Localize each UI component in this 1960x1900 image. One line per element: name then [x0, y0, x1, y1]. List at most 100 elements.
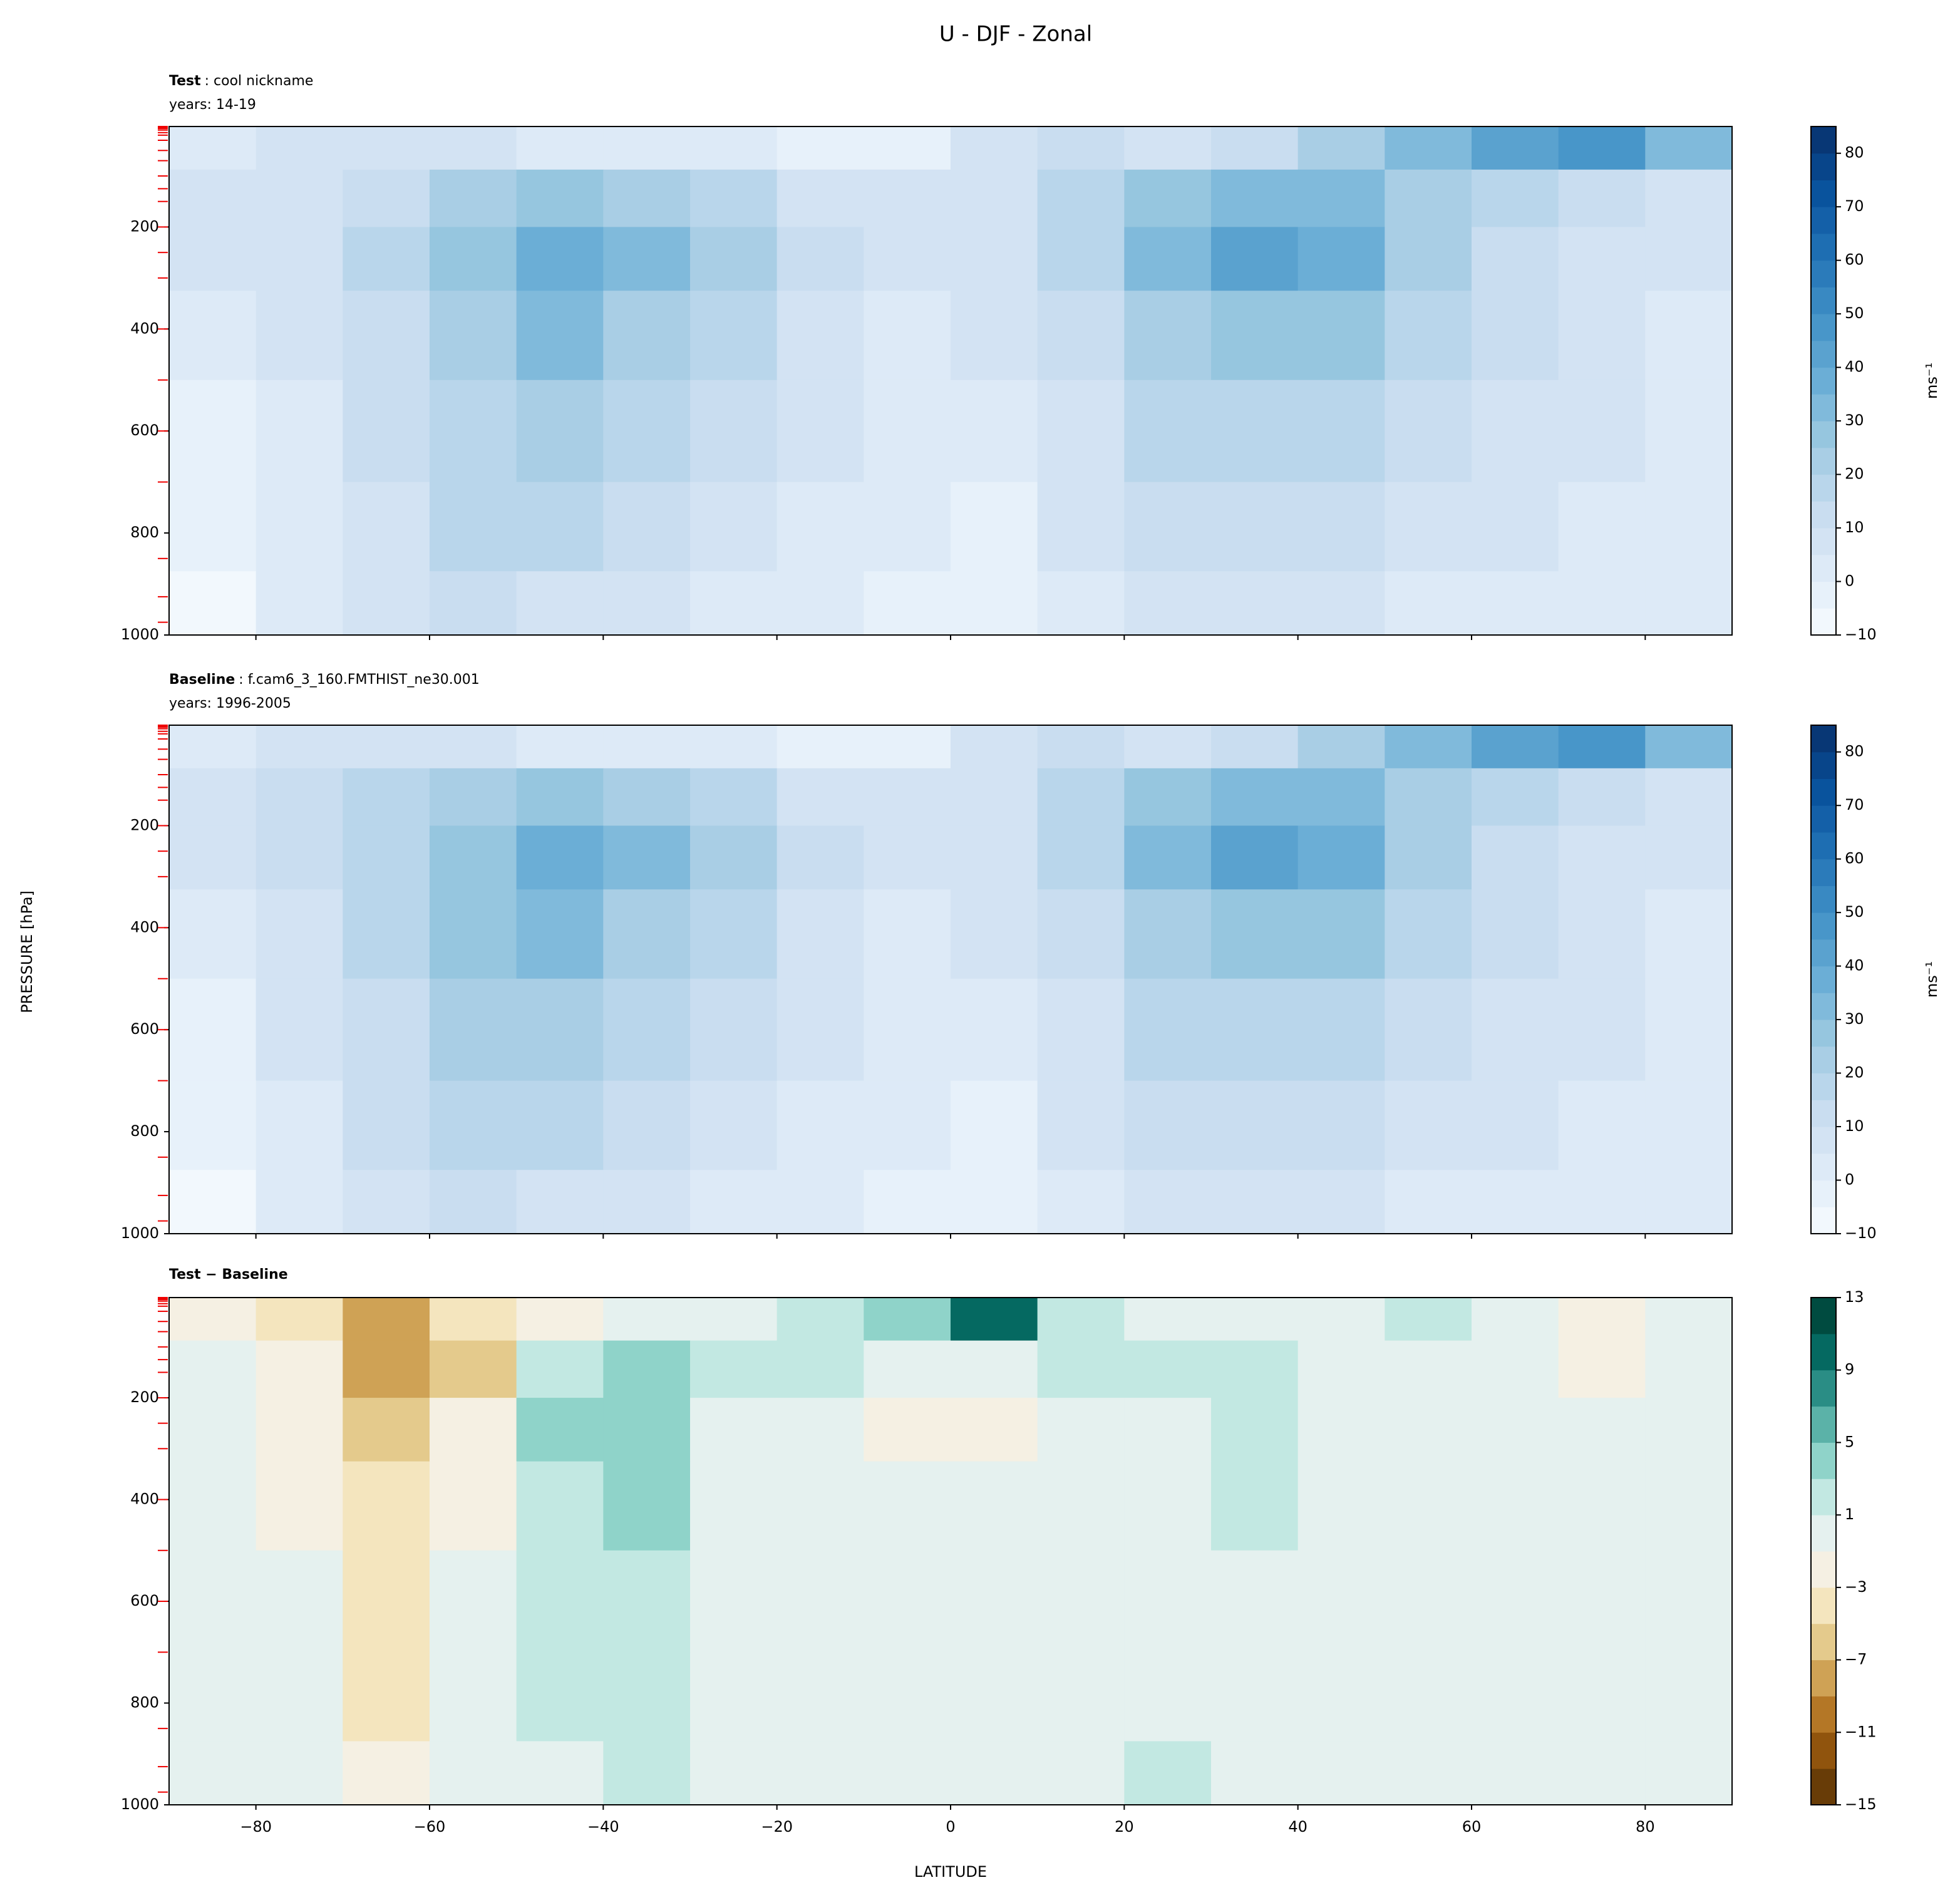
contour-cell [343, 889, 430, 979]
colorbar-tick-label: −10 [1845, 1224, 1877, 1242]
contour-cell [603, 1398, 691, 1462]
contour-cell [430, 978, 517, 1082]
contour-cell [1558, 1170, 1646, 1234]
contour-cell [516, 379, 604, 483]
contour-cell [690, 725, 778, 769]
contour-cell [1385, 482, 1472, 572]
contour-cell [951, 1398, 1038, 1462]
contour-cell [516, 227, 604, 291]
colorbar-tick-label: 80 [1845, 743, 1864, 760]
contour-cell [343, 1550, 430, 1653]
contour-cell [1645, 1550, 1732, 1653]
contour-cell [864, 1080, 951, 1170]
contour-cell [169, 1080, 257, 1170]
x-axis-label: LATITUDE [914, 1863, 987, 1881]
contour-cell [1472, 1170, 1559, 1234]
contour-cell [1558, 291, 1646, 381]
contour-cell [1385, 1080, 1472, 1170]
contour-cell [1037, 889, 1125, 979]
contour-cell [1385, 169, 1472, 228]
contour-cell [951, 1298, 1038, 1341]
contour-cell [864, 482, 951, 572]
contour-cell [1297, 1461, 1385, 1551]
colorbar-band [1811, 751, 1836, 779]
contour-cell [603, 725, 691, 769]
contour-cell [1472, 1550, 1559, 1653]
contour-cell [776, 1652, 864, 1742]
contour-cell [343, 825, 430, 890]
x-tick-label: 0 [946, 1818, 955, 1835]
contour-cell [603, 1340, 691, 1398]
contour-cell [1385, 1550, 1472, 1653]
colorbar-band [1811, 233, 1836, 261]
contour-cell [169, 227, 257, 291]
contour-cell [1472, 1741, 1559, 1805]
contour-cell [1211, 1461, 1299, 1551]
contour-cell [430, 725, 517, 769]
colorbar-band [1811, 474, 1836, 502]
y-tick-label: 400 [130, 1490, 159, 1508]
contour-cell [516, 725, 604, 769]
contour-cell [776, 1298, 864, 1341]
colorbar-tick-label: 13 [1845, 1288, 1864, 1306]
y-tick-label: 200 [130, 1388, 159, 1406]
contour-cell [1385, 571, 1472, 635]
contour-cell [1472, 825, 1559, 890]
contour-cell [690, 1461, 778, 1551]
contour-cell [1558, 1550, 1646, 1653]
contour-cell [516, 825, 604, 890]
contour-cell [1297, 126, 1385, 170]
contour-cell [690, 1550, 778, 1653]
panel-title-bold: Baseline [169, 672, 235, 688]
y-tick-label: 200 [130, 816, 159, 834]
contour-cell [255, 227, 343, 291]
y-axis-label: PRESSURE [hPa] [18, 891, 36, 1013]
contour-cell [1297, 978, 1385, 1082]
contour-cell [603, 169, 691, 228]
colorbar-band [1811, 447, 1836, 475]
contour-cell [169, 1461, 257, 1551]
contour-cell [864, 379, 951, 483]
contour-cell [776, 1741, 864, 1805]
contour-cell [1385, 768, 1472, 827]
colorbar-tick-label: 10 [1845, 519, 1864, 536]
colorbar-frame [1810, 725, 1837, 1234]
colorbar-band [1811, 1406, 1836, 1443]
contour-cell [776, 1550, 864, 1653]
contour-cell [864, 1170, 951, 1234]
contour-cell [1472, 1652, 1559, 1742]
contour-cell [603, 126, 691, 170]
contour-cell [1558, 1340, 1646, 1398]
contour-cell [951, 768, 1038, 827]
contour-cell [864, 291, 951, 381]
contour-cell [603, 379, 691, 483]
contour-cell [1124, 1741, 1212, 1805]
contour-cell [255, 291, 343, 381]
colorbar-band [1811, 1660, 1836, 1696]
contour-cell [430, 1741, 517, 1805]
contour-cell [1297, 1741, 1385, 1805]
contour-cell [1211, 1340, 1299, 1398]
x-tick-label: −60 [414, 1818, 446, 1835]
y-tick-label: 1000 [121, 1795, 159, 1813]
contour-cell [1211, 571, 1299, 635]
colorbar-band [1811, 1073, 1836, 1100]
contour-cell [864, 768, 951, 827]
contour-cell [1124, 1340, 1212, 1398]
contour-cell [1124, 889, 1212, 979]
contour-cell [864, 825, 951, 890]
contour-cell [1558, 126, 1646, 170]
y-tick-label: 600 [130, 1592, 159, 1609]
contour-cell [690, 825, 778, 890]
colorbar-band [1811, 581, 1836, 609]
contour-cell [951, 889, 1038, 979]
contour-cell [255, 379, 343, 483]
contour-cell [516, 1298, 604, 1341]
contour-cell [1297, 291, 1385, 381]
contour-cell [343, 1741, 430, 1805]
contour-cell [1472, 169, 1559, 228]
contour-cell [1211, 1550, 1299, 1653]
contour-cell [169, 725, 257, 769]
contour-cell [430, 126, 517, 170]
contour-cell [1472, 1298, 1559, 1341]
